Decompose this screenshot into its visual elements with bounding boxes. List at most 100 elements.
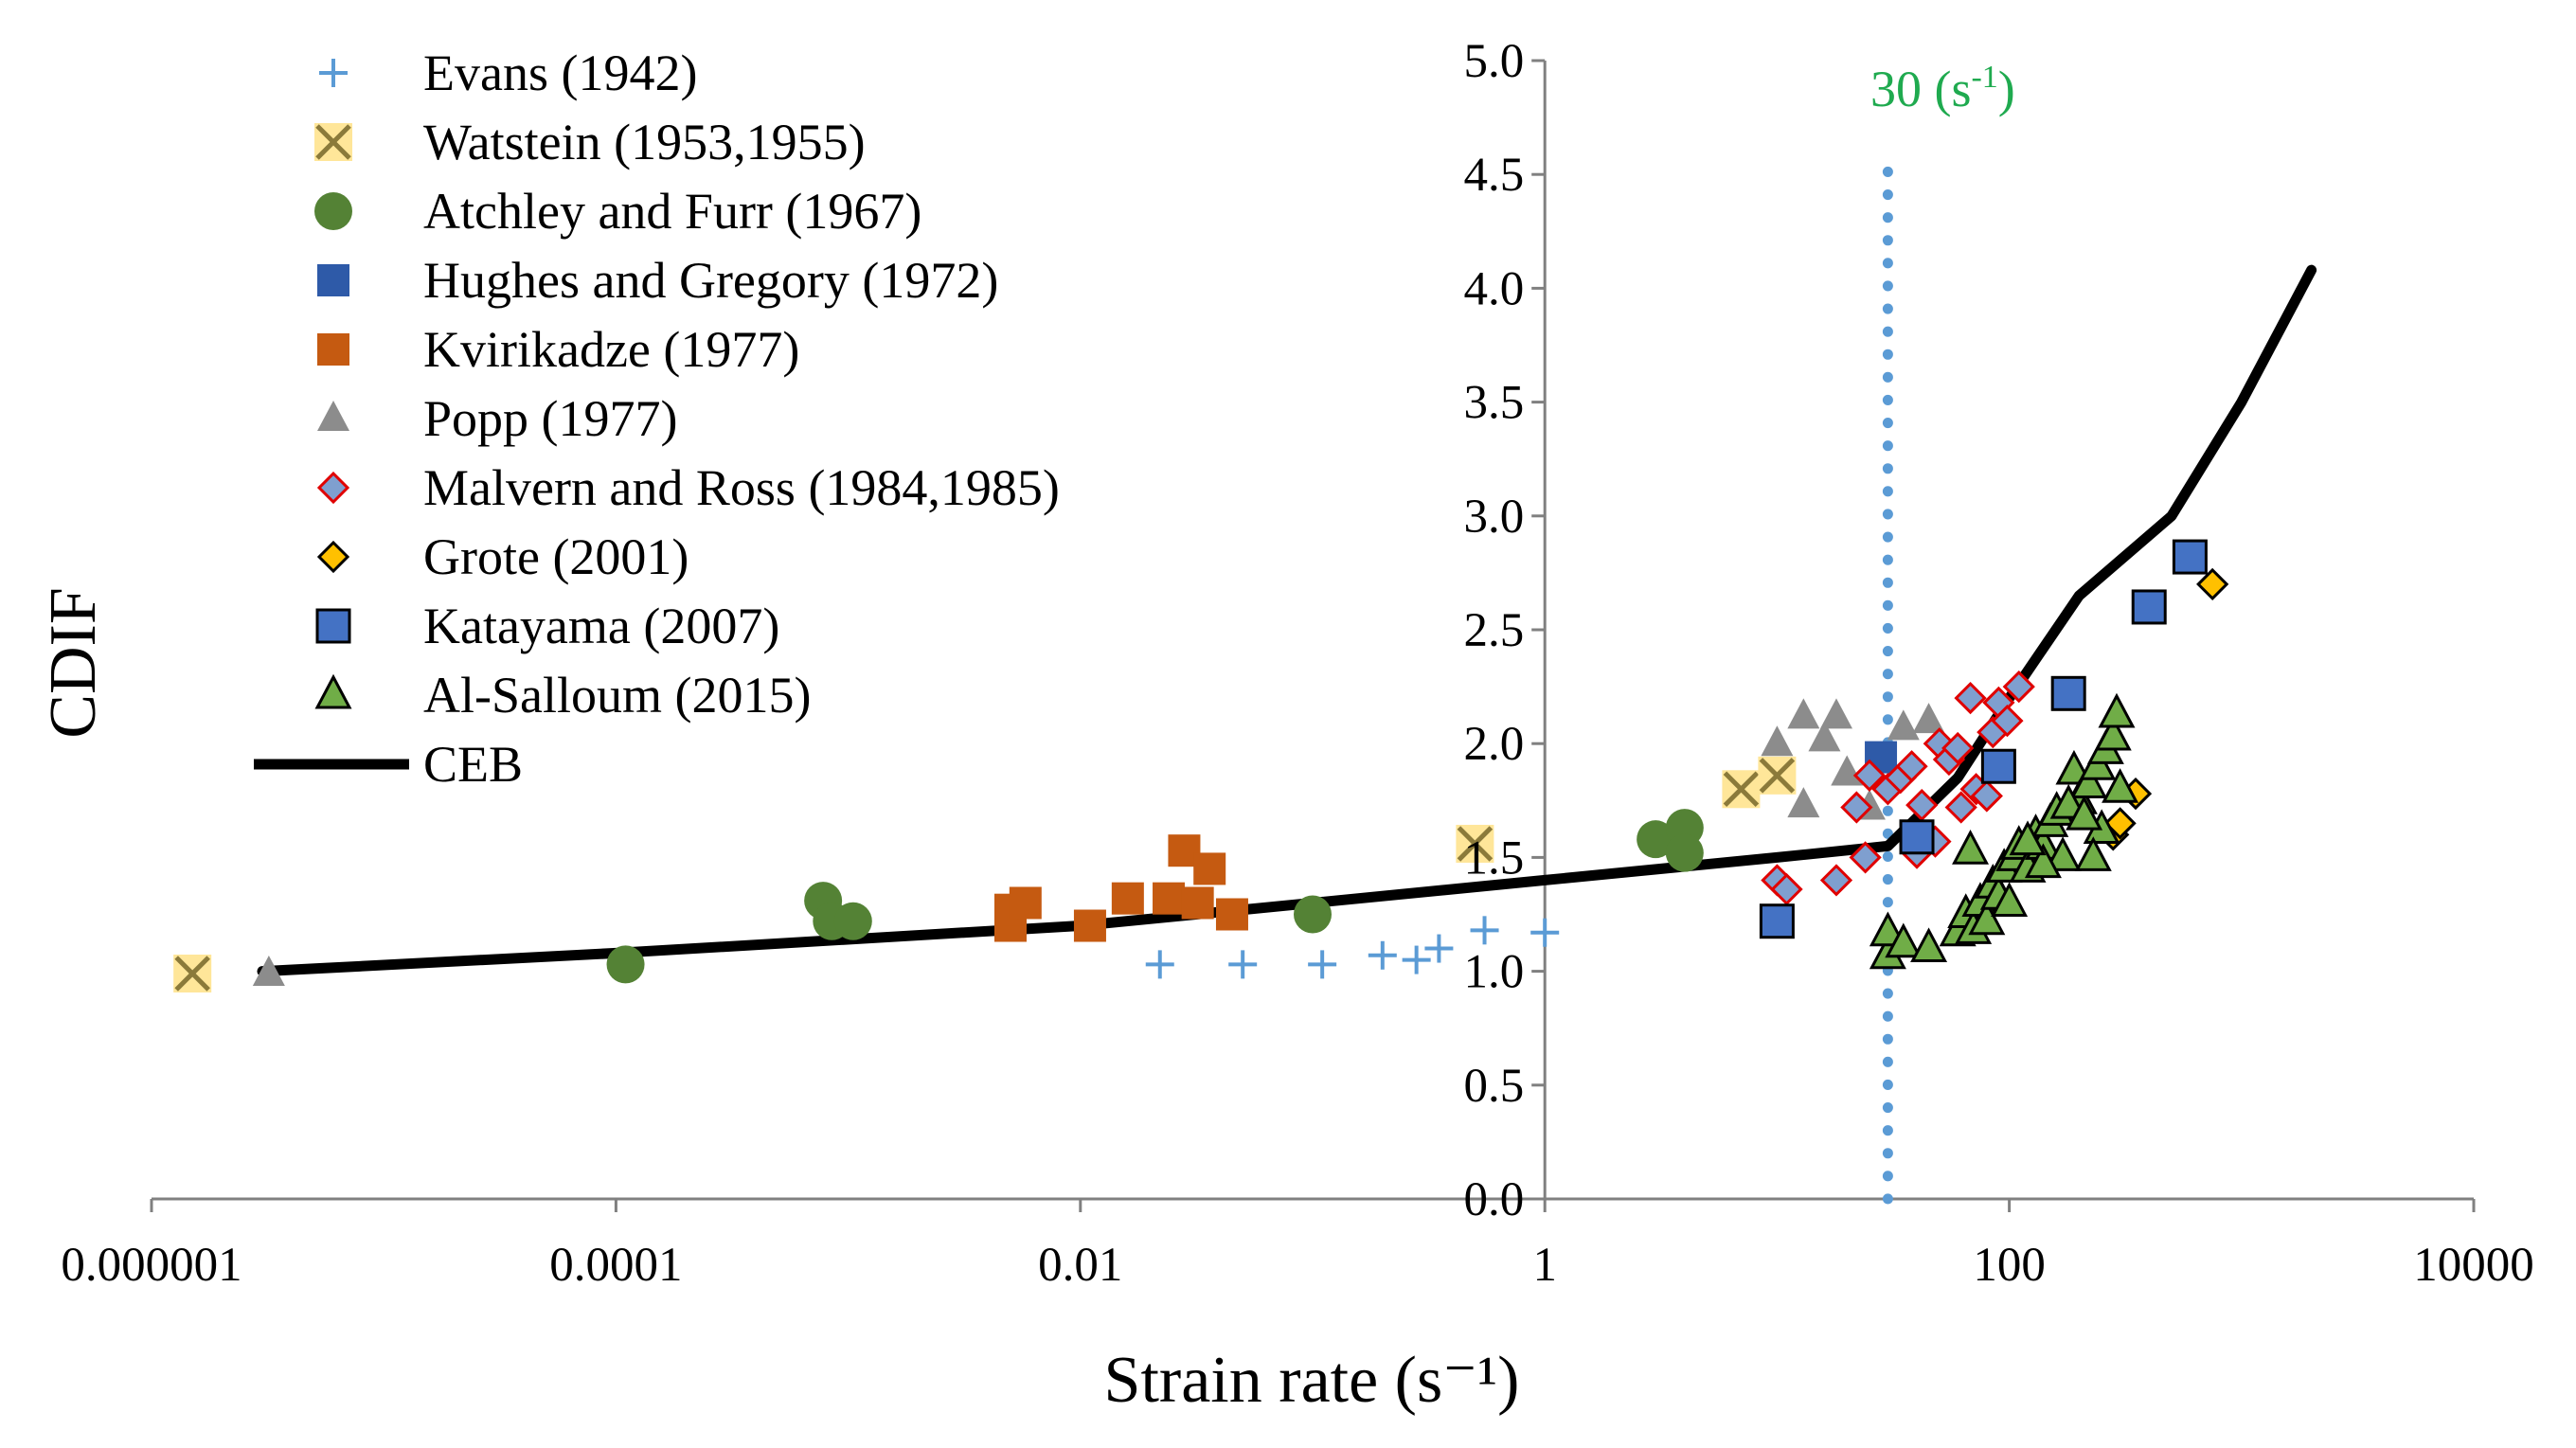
data-point (2066, 795, 2103, 831)
legend-label: Evans (1942) (423, 45, 697, 101)
y-tick-label: 0.0 (1463, 1173, 1524, 1226)
y-tick-label: 4.0 (1463, 262, 1524, 315)
data-point (1368, 940, 1397, 970)
y-tick-label: 5.0 (1463, 35, 1524, 88)
data-point (1761, 725, 1794, 757)
data-points (173, 539, 2229, 993)
data-point (2074, 836, 2112, 871)
data-point (1770, 872, 1803, 906)
series-watstein-1953-1955 (173, 756, 1797, 993)
data-point (1402, 945, 1431, 974)
tick-labels: 0.000001 0.0001 0.01 1 100 10000 0.0 0.5 1.0 1.5 2… (61, 35, 2533, 1292)
data-point (1910, 927, 1948, 963)
legend-item: Grote (2001) (316, 528, 689, 585)
legend-marker (319, 59, 348, 87)
legend-label: Atchley and Furr (1967) (423, 183, 921, 240)
data-point (1887, 709, 1920, 741)
data-point (1954, 681, 1987, 715)
series-katayama-2007 (1759, 539, 2208, 939)
data-point (1215, 898, 1248, 931)
legend-label: Popp (1977) (423, 390, 678, 447)
data-point (1819, 864, 1853, 897)
series-evans-1942 (1145, 916, 1560, 979)
y-tick-label: 0.5 (1463, 1060, 1524, 1113)
legend-label: CEB (423, 736, 523, 793)
data-point (1759, 903, 1795, 939)
legend-label: Watstein (1953,1955) (423, 114, 866, 170)
legend-label: Hughes and Gregory (1972) (423, 252, 998, 309)
y-tick-label: 3.5 (1463, 377, 1524, 430)
legend-marker (314, 123, 352, 161)
data-point (1941, 731, 1975, 765)
legend-marker (317, 401, 349, 431)
data-point (1470, 916, 1499, 945)
legend-item: Al-Salloum (2015) (314, 667, 811, 724)
data-point (2050, 675, 2086, 711)
legend-marker (315, 608, 351, 644)
legend-item: Malvern and Ross (1984,1985) (316, 459, 1060, 516)
y-tick-label: 1.0 (1463, 946, 1524, 999)
data-point (1456, 824, 1494, 863)
series-kvirikadze-1977 (993, 834, 1248, 942)
data-point (252, 956, 285, 987)
data-point (1181, 886, 1214, 920)
data-point (1991, 705, 2024, 738)
data-point (2098, 692, 2136, 728)
data-point (2009, 820, 2047, 856)
legend-item: Popp (1977) (317, 390, 678, 447)
data-point (1970, 779, 2003, 813)
data-point (1228, 950, 1258, 979)
legend-marker (316, 471, 350, 505)
data-point (1952, 829, 1990, 865)
data-point (1944, 791, 1977, 824)
x-tick-label: 1 (1532, 1239, 1557, 1292)
data-point (173, 955, 212, 993)
data-point (2024, 843, 2062, 879)
data-point (2002, 670, 2035, 704)
legend-label: Kvirikadze (1977) (423, 321, 799, 378)
data-point (1980, 748, 2016, 784)
data-point (1968, 900, 2006, 936)
legend: Evans (1942) Watstein (1953,1955) Atchley … (254, 45, 1060, 793)
legend-label: Katayama (2007) (423, 598, 779, 654)
data-point (1787, 698, 1820, 729)
series-atchley-and-furr-1967 (606, 809, 1704, 984)
y-tick-label: 1.5 (1463, 831, 1524, 885)
y-tick-label: 2.0 (1463, 718, 1524, 771)
data-point (1424, 934, 1454, 963)
legend-item: Evans (1942) (319, 45, 697, 101)
vertical-line-label: 30 (s-1) (1870, 60, 2015, 117)
data-point (2172, 539, 2208, 575)
data-point (606, 945, 645, 984)
series-al-salloum-2015 (1869, 692, 2139, 970)
data-point (2102, 768, 2139, 803)
data-point (1530, 918, 1560, 947)
data-point (1991, 882, 2029, 917)
data-point (1895, 750, 1928, 783)
x-tick-label: 0.01 (1038, 1239, 1122, 1292)
data-point (2094, 715, 2132, 751)
data-point (1905, 788, 1939, 822)
legend-item: CEB (254, 736, 523, 793)
data-point (833, 902, 872, 940)
x-tick-label: 100 (1973, 1239, 2046, 1292)
y-tick-label: 4.5 (1463, 149, 1524, 202)
legend-item: Katayama (2007) (315, 598, 779, 654)
x-tick-label: 0.000001 (61, 1239, 242, 1292)
data-point (1665, 833, 1704, 872)
legend-label: Al-Salloum (2015) (423, 667, 811, 724)
legend-marker (314, 192, 352, 230)
y-tick-label: 3.0 (1463, 491, 1524, 544)
legend-marker (314, 673, 352, 709)
x-axis-title: Strain rate (s⁻¹) (1104, 1344, 1520, 1417)
axes (150, 59, 2476, 1212)
data-point (2131, 589, 2167, 625)
strain-rate-30-line: 30 (s-1) (1870, 60, 2015, 1205)
data-point (1758, 756, 1797, 795)
y-tick-label: 2.5 (1463, 604, 1524, 657)
legend-label: Malvern and Ross (1984,1985) (423, 459, 1060, 516)
legend-item: Kvirikadze (1977) (317, 321, 799, 378)
legend-item: Watstein (1953,1955) (314, 114, 866, 170)
x-tick-label: 0.0001 (549, 1239, 682, 1292)
data-point (1637, 820, 1675, 859)
